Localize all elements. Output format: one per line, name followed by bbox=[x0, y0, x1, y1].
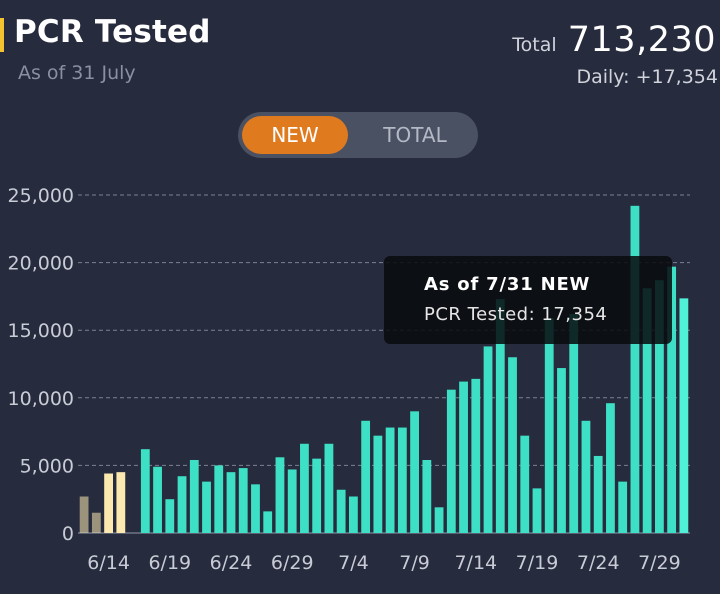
bar[interactable] bbox=[91, 512, 101, 533]
y-tick-label: 20,000 bbox=[8, 253, 74, 275]
bar[interactable] bbox=[361, 420, 371, 533]
bar[interactable] bbox=[434, 507, 444, 533]
x-tick-label: 6/24 bbox=[210, 552, 253, 574]
title-accent-bar bbox=[0, 18, 4, 52]
bar[interactable] bbox=[202, 481, 211, 533]
x-tick-label: 7/4 bbox=[338, 552, 369, 574]
x-tick-label: 7/19 bbox=[516, 552, 559, 574]
bar[interactable] bbox=[251, 484, 260, 533]
bar[interactable] bbox=[459, 381, 468, 533]
bar[interactable] bbox=[544, 318, 554, 533]
x-tick-label: 6/29 bbox=[271, 552, 314, 574]
bar[interactable] bbox=[214, 465, 224, 533]
chart-tooltip: As of 7/31 NEW PCR Tested: 17,354 bbox=[384, 256, 672, 344]
bar[interactable] bbox=[263, 511, 273, 533]
bar[interactable] bbox=[397, 427, 407, 533]
bar[interactable] bbox=[557, 368, 566, 533]
bar[interactable] bbox=[581, 420, 591, 533]
bar[interactable] bbox=[116, 472, 126, 533]
bar[interactable] bbox=[630, 205, 640, 533]
bar[interactable] bbox=[593, 455, 603, 533]
bar[interactable] bbox=[153, 466, 162, 533]
bar[interactable] bbox=[385, 427, 395, 533]
page-title: PCR Tested bbox=[14, 14, 211, 50]
bar[interactable] bbox=[532, 488, 542, 533]
as-of-date: As of 31 July bbox=[18, 62, 136, 84]
bar[interactable] bbox=[654, 280, 664, 533]
bar[interactable] bbox=[495, 299, 505, 533]
bar[interactable] bbox=[422, 459, 432, 533]
y-tick-label: 15,000 bbox=[8, 320, 74, 342]
new-toggle-button[interactable]: NEW bbox=[242, 116, 348, 154]
x-tick-label: 7/9 bbox=[399, 552, 430, 574]
x-tick-label: 6/19 bbox=[148, 552, 191, 574]
bar[interactable] bbox=[667, 266, 677, 533]
x-tick-label: 7/24 bbox=[577, 552, 620, 574]
y-tick-label: 0 bbox=[62, 523, 74, 545]
bar[interactable] bbox=[238, 468, 248, 533]
x-tick-label: 7/29 bbox=[638, 552, 681, 574]
bar[interactable] bbox=[165, 499, 175, 533]
bar[interactable] bbox=[336, 489, 346, 533]
bar[interactable] bbox=[312, 458, 322, 533]
view-toggle: NEW TOTAL bbox=[238, 112, 478, 158]
bar[interactable] bbox=[508, 357, 517, 533]
bar[interactable] bbox=[177, 476, 187, 533]
tooltip-value: PCR Tested: 17,354 bbox=[424, 304, 608, 325]
pcr-bar-chart: 0 5,000 10,000 15,000 20,000 25,000 6/14 6/19 6… bbox=[8, 185, 690, 574]
bar[interactable] bbox=[679, 298, 689, 533]
bar[interactable] bbox=[471, 378, 481, 533]
y-tick-label: 25,000 bbox=[8, 185, 74, 207]
bar[interactable] bbox=[373, 435, 383, 533]
bar[interactable] bbox=[606, 403, 615, 533]
bar[interactable] bbox=[226, 472, 236, 533]
total-summary: Total 713,230 bbox=[512, 20, 716, 60]
total-label: Total bbox=[512, 34, 557, 56]
bar[interactable] bbox=[410, 411, 419, 533]
bar[interactable] bbox=[287, 469, 297, 533]
bar[interactable] bbox=[520, 435, 530, 533]
x-tick-label: 6/14 bbox=[87, 552, 130, 574]
y-tick-label: 5,000 bbox=[20, 455, 74, 477]
bar[interactable] bbox=[483, 346, 493, 533]
bar[interactable] bbox=[275, 457, 285, 533]
tooltip-title: As of 7/31 NEW bbox=[424, 274, 591, 295]
x-tick-label: 7/14 bbox=[454, 552, 497, 574]
bar[interactable] bbox=[79, 496, 89, 534]
bar[interactable] bbox=[300, 443, 309, 533]
bar[interactable] bbox=[618, 481, 628, 533]
bar[interactable] bbox=[140, 449, 150, 533]
bar[interactable] bbox=[446, 389, 456, 533]
bar[interactable] bbox=[642, 288, 652, 533]
y-tick-label: 10,000 bbox=[8, 388, 74, 410]
bar[interactable] bbox=[189, 459, 199, 533]
bar[interactable] bbox=[348, 496, 358, 534]
bar[interactable] bbox=[324, 443, 334, 533]
bar[interactable] bbox=[569, 313, 579, 533]
daily-increase: Daily: +17,354 bbox=[576, 66, 718, 88]
total-toggle-button[interactable]: TOTAL bbox=[383, 123, 447, 147]
total-value: 713,230 bbox=[567, 20, 716, 60]
bar[interactable] bbox=[104, 473, 113, 533]
